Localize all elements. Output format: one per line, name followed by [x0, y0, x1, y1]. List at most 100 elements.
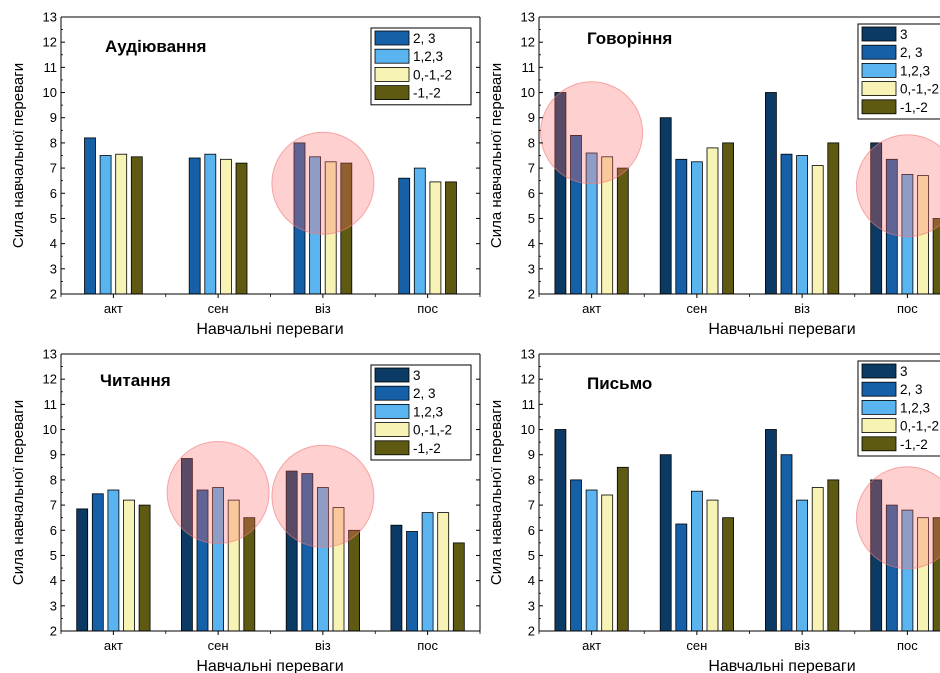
legend-label: 3	[900, 27, 908, 42]
legend-label: 0,-1,-2	[900, 82, 939, 97]
y-tick-label: 5	[528, 548, 535, 563]
x-tick-label: сен	[208, 638, 229, 653]
y-tick-label: 2	[50, 287, 57, 302]
y-tick-label: 12	[521, 35, 535, 50]
bar	[780, 454, 793, 632]
legend-label: 2, 3	[413, 31, 436, 46]
y-tick-label: 6	[528, 186, 535, 201]
y-axis-label: Сила навчальної переваги	[488, 400, 505, 585]
y-tick-label: 10	[43, 422, 57, 437]
y-tick-label: 4	[50, 236, 57, 251]
y-tick-label: 9	[50, 447, 57, 462]
y-tick-label: 11	[522, 60, 536, 75]
y-tick-label: 8	[528, 472, 535, 487]
y-tick-label: 3	[528, 598, 535, 613]
y-tick-label: 9	[528, 447, 535, 462]
bar	[76, 508, 89, 632]
x-tick-label: сен	[686, 301, 707, 316]
bar	[827, 479, 840, 632]
y-tick-label: 6	[528, 523, 535, 538]
bar	[84, 137, 96, 295]
bar	[659, 117, 672, 295]
highlight-circle	[271, 444, 375, 548]
y-tick-label: 8	[50, 135, 57, 150]
legend-label: 3	[413, 368, 421, 383]
legend-swatch	[861, 436, 897, 452]
x-tick-label: пос	[417, 301, 438, 316]
highlight-circle	[855, 134, 940, 238]
bar	[452, 542, 465, 632]
y-tick-label: 13	[521, 347, 535, 362]
y-tick-label: 2	[528, 624, 535, 639]
y-tick-label: 4	[528, 573, 535, 588]
chart-panel-4: 2 3 4 5 6 7 8 9 10 11 12 13 акт сен віз пос Навчальні пе…	[488, 347, 940, 673]
bar	[421, 512, 434, 632]
bar	[554, 429, 567, 632]
legend-swatch	[861, 63, 897, 78]
legend-swatch	[861, 26, 897, 42]
bar	[138, 504, 151, 632]
bar	[107, 489, 120, 632]
chart-title: Письмо	[587, 374, 652, 393]
bar	[722, 517, 734, 632]
x-tick-label: акт	[582, 638, 601, 653]
chart-title: Читання	[100, 371, 171, 390]
bar	[445, 181, 457, 295]
y-tick-label: 10	[521, 85, 535, 100]
y-tick-label: 5	[50, 211, 57, 226]
highlight-circle	[271, 131, 375, 235]
legend-swatch	[374, 385, 410, 401]
bar	[811, 487, 824, 632]
bar	[585, 489, 598, 632]
y-tick-label: 11	[522, 397, 536, 412]
legend-swatch	[861, 81, 897, 96]
x-tick-label: акт	[582, 301, 601, 316]
y-tick-label: 3	[528, 261, 535, 276]
bar	[91, 493, 104, 632]
y-tick-label: 3	[50, 261, 57, 276]
legend-label: 0,-1,-2	[413, 423, 452, 438]
bar	[780, 153, 793, 295]
y-tick-label: 6	[50, 523, 57, 538]
y-tick-label: 10	[521, 422, 535, 437]
bar	[390, 524, 403, 632]
x-tick-label: віз	[794, 638, 810, 653]
bar	[765, 92, 777, 295]
y-tick-label: 4	[528, 236, 535, 251]
y-tick-label: 8	[50, 472, 57, 487]
legend-swatch	[861, 399, 897, 415]
bar	[99, 155, 112, 295]
legend-label: 1,2,3	[413, 49, 443, 64]
x-tick-label: пос	[417, 638, 438, 653]
x-tick-label: віз	[794, 301, 810, 316]
bar	[691, 161, 703, 295]
bar	[932, 218, 940, 295]
x-axis-label: Навчальні переваги	[708, 321, 855, 338]
chart-title: Говоріння	[587, 29, 672, 48]
bar	[811, 165, 824, 295]
legend-label: 1,2,3	[900, 63, 930, 78]
y-tick-label: 11	[44, 397, 58, 412]
bar	[706, 499, 719, 632]
chart-panel-2: 2 3 4 5 6 7 8 9 10 11 12 13 акт сен віз пос Навчальні пе…	[488, 10, 940, 338]
bar	[706, 147, 719, 295]
bar	[722, 142, 734, 295]
y-tick-label: 4	[50, 573, 57, 588]
bar	[691, 490, 703, 632]
y-tick-label: 7	[528, 161, 535, 176]
y-tick-label: 7	[50, 161, 57, 176]
chart-title: Аудіювання	[105, 37, 206, 56]
legend-label: 2, 3	[900, 382, 923, 397]
y-tick-label: 13	[521, 10, 535, 25]
y-tick-label: 9	[50, 110, 57, 125]
y-tick-label: 6	[50, 186, 57, 201]
bar	[437, 512, 450, 632]
legend-swatch	[374, 67, 410, 82]
bar	[123, 499, 135, 632]
legend-swatch	[861, 363, 897, 379]
x-axis-label: Навчальні переваги	[196, 658, 343, 673]
legend-swatch	[374, 48, 410, 64]
y-tick-label: 10	[43, 85, 57, 100]
y-tick-label: 7	[50, 498, 57, 513]
